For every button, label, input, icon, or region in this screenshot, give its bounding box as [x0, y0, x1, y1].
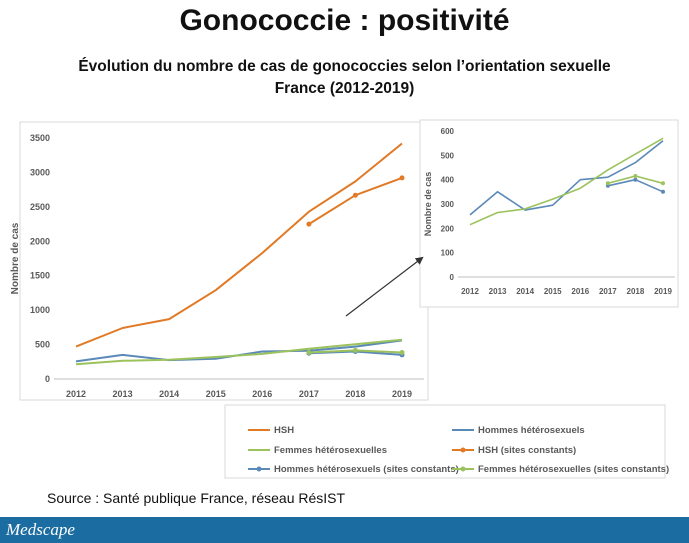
x-tick-label: 2017 — [299, 389, 319, 399]
main-chart: 0 500 1000 1500 2000 2500 3000 3500 2012 2013 2014… — [10, 133, 424, 399]
y-tick-label: 500 — [441, 151, 455, 160]
inset-chart-frame — [419, 119, 679, 308]
legend-label: HSH (sites constants) — [478, 445, 576, 456]
data-point — [633, 174, 638, 178]
x-tick-label: 2014 — [516, 287, 534, 296]
legend-label: Hommes hétérosexuels — [478, 425, 585, 436]
x-tick-label: 2015 — [206, 389, 226, 399]
x-tick-label: 2013 — [113, 389, 133, 399]
x-tick-label: 2018 — [627, 287, 645, 296]
subtitle-line-1: Évolution du nombre de cas de gonococcie… — [78, 58, 611, 75]
y-tick-label: 0 — [450, 273, 455, 282]
data-point — [605, 181, 610, 186]
data-point — [352, 192, 358, 198]
legend-marker — [256, 466, 262, 472]
legend-label: Hommes hétérosexuels (sites constants) — [274, 464, 459, 475]
legend-label: Femmes hétérosexuelles (sites constants) — [478, 464, 669, 475]
x-tick-label: 2016 — [252, 389, 272, 399]
x-tick-label: 2014 — [159, 389, 179, 399]
y-tick-label: 200 — [441, 224, 455, 233]
x-tick-label: 2017 — [599, 287, 617, 296]
x-tick-label: 2018 — [345, 389, 365, 399]
y-tick-label: 3000 — [30, 167, 50, 177]
x-tick-label: 2012 — [461, 287, 479, 296]
zoom-arrow — [345, 256, 424, 317]
footer-bar: Medscape — [0, 517, 689, 543]
data-point — [306, 221, 312, 227]
series-line-0 — [75, 142, 403, 348]
legend: HSH Hommes hétérosexuels Femmes hétérosexu… — [248, 425, 669, 475]
y-axis-label: Nombre de cas — [423, 172, 433, 237]
source-note: Source : Santé publique France, réseau R… — [47, 490, 346, 506]
page-title: Gonococcie : positivité — [179, 4, 510, 37]
y-tick-label: 2000 — [30, 236, 50, 246]
chart-subtitle: Évolution du nombre de cas de gonococcie… — [0, 56, 689, 100]
data-point — [399, 350, 405, 355]
x-tick-label: 2019 — [392, 389, 412, 399]
series-line-1 — [469, 137, 664, 226]
medscape-logo: Medscape — [6, 520, 75, 539]
legend-label: HSH — [274, 425, 294, 436]
x-tick-label: 2013 — [489, 287, 507, 296]
x-tick-label: 2015 — [544, 287, 562, 296]
y-tick-label: 100 — [441, 249, 455, 258]
legend-frame — [224, 404, 666, 479]
y-tick-label: 600 — [441, 127, 455, 136]
y-tick-label: 1500 — [30, 271, 50, 281]
y-tick-label: 2500 — [30, 202, 50, 212]
data-point — [661, 189, 665, 194]
data-point — [633, 177, 638, 182]
subtitle-line-2: France (2012-2019) — [274, 80, 415, 97]
data-point — [661, 181, 665, 186]
legend-label: Femmes hétérosexuelles — [274, 445, 387, 456]
y-tick-label: 3500 — [30, 133, 50, 143]
series-line-0 — [469, 140, 664, 216]
series-line-2 — [75, 338, 403, 366]
y-tick-label: 1000 — [30, 305, 50, 315]
x-tick-label: 2016 — [571, 287, 589, 296]
legend-marker — [460, 466, 466, 472]
data-point — [352, 347, 358, 353]
y-axis-label: Nombre de cas — [10, 222, 21, 294]
x-tick-label: 2012 — [66, 389, 86, 399]
x-tick-label: 2019 — [654, 287, 672, 296]
legend-marker — [460, 447, 466, 453]
series-line-3 — [308, 176, 403, 225]
y-tick-label: 400 — [441, 176, 455, 185]
y-tick-label: 0 — [45, 374, 50, 384]
data-point — [306, 350, 312, 355]
data-point — [399, 175, 405, 181]
y-tick-label: 300 — [441, 200, 455, 209]
y-tick-label: 500 — [35, 340, 50, 350]
inset-chart: 0 100 200 300 400 500 600 2012 2013 2014 2015 2016 2… — [423, 127, 675, 296]
